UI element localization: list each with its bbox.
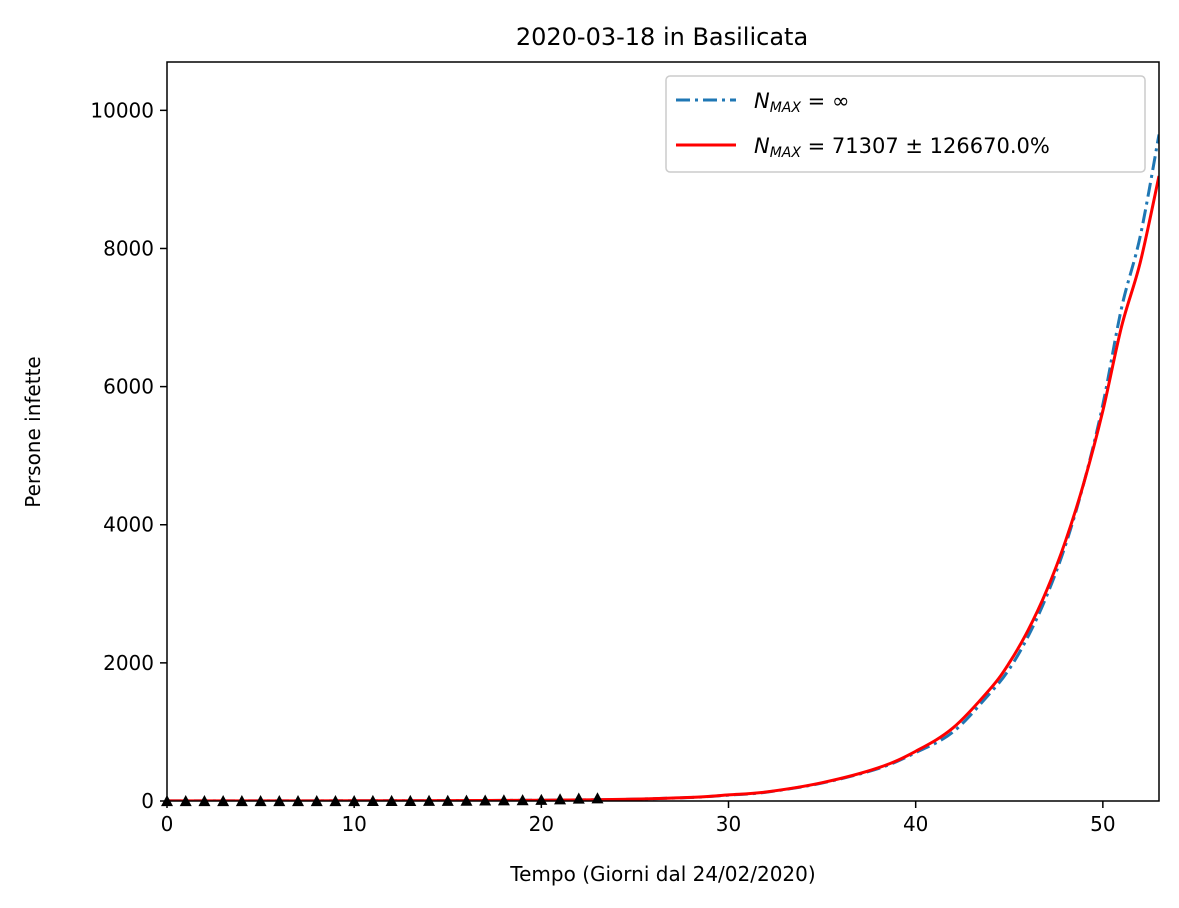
y-tick-label: 4000	[103, 513, 154, 537]
x-tick-label: 30	[716, 812, 741, 836]
x-tick-label: 40	[903, 812, 928, 836]
y-tick-label: 8000	[103, 236, 154, 260]
y-tick-label: 2000	[103, 651, 154, 675]
x-axis-label: Tempo (Giorni dal 24/02/2020)	[509, 862, 815, 886]
data-point-marker	[535, 793, 548, 805]
y-tick-label: 10000	[90, 98, 154, 122]
data-point-marker	[479, 794, 492, 806]
y-axis-label: Persone infette	[21, 356, 45, 507]
data-point-marker	[460, 794, 473, 806]
x-axis: 0 10 20 30 40 50	[161, 801, 1116, 836]
x-tick-label: 10	[341, 812, 366, 836]
plot-frame	[166, 61, 1160, 802]
legend: NMAX = ∞ NMAX = 71307 ± 126670.0%	[665, 75, 1146, 173]
y-tick-label: 0	[141, 789, 154, 813]
chart-title: 2020-03-18 in Basilicata	[516, 23, 808, 51]
data-point-marker	[516, 794, 529, 806]
x-tick-label: 0	[161, 812, 174, 836]
legend-box	[665, 75, 1146, 173]
x-tick-label: 20	[529, 812, 554, 836]
data-point-marker	[497, 794, 510, 806]
legend-label-series-0: NMAX = ∞	[754, 89, 849, 116]
x-tick-label: 50	[1090, 812, 1115, 836]
y-axis: 0 2000 4000 6000 8000 10000	[90, 98, 167, 813]
y-tick-label: 6000	[103, 375, 154, 399]
legend-label-series-1: NMAX = 71307 ± 126670.0%	[754, 134, 1050, 161]
